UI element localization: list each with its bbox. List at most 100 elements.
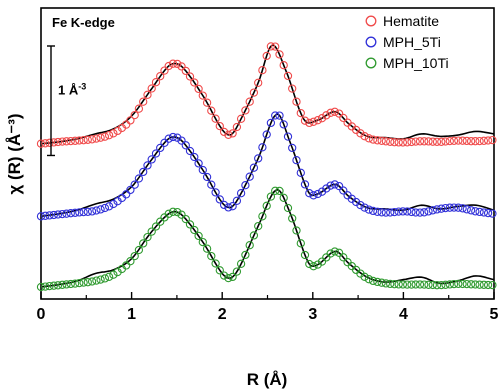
data-point xyxy=(390,138,399,147)
data-point xyxy=(185,72,195,81)
data-point xyxy=(313,116,322,125)
data-point xyxy=(462,279,471,289)
scale-bar-label: 1 Å-3 xyxy=(58,82,86,98)
data-point xyxy=(134,104,144,113)
data-point xyxy=(49,138,58,147)
series-mph_10ti xyxy=(36,186,497,292)
data-point xyxy=(177,210,186,219)
data-point xyxy=(92,134,101,143)
data-point xyxy=(364,134,374,143)
legend-marker xyxy=(365,57,377,69)
data-point xyxy=(66,136,75,146)
data-point xyxy=(275,111,284,120)
data-point xyxy=(266,42,276,51)
data-point xyxy=(403,138,412,147)
data-point xyxy=(373,277,382,287)
fit-line-mph_5ti xyxy=(40,113,495,218)
data-point xyxy=(100,132,110,141)
data-point xyxy=(458,279,467,289)
data-point xyxy=(156,72,165,81)
data-point xyxy=(211,188,220,197)
data-point xyxy=(271,42,280,51)
data-point xyxy=(356,129,365,138)
data-point xyxy=(122,120,131,129)
data-point xyxy=(190,152,199,162)
data-point xyxy=(283,203,293,213)
data-point xyxy=(445,280,454,289)
data-point xyxy=(134,174,144,183)
y-axis-label: χ (R) (Å⁻³) xyxy=(5,113,24,194)
data-point xyxy=(275,186,284,196)
data-point xyxy=(411,137,420,146)
data-point xyxy=(483,208,493,218)
data-point xyxy=(322,184,331,193)
data-point xyxy=(271,186,280,195)
data-point xyxy=(445,203,454,212)
data-point xyxy=(79,136,88,145)
data-point xyxy=(432,205,442,214)
data-point xyxy=(181,66,190,76)
data-point xyxy=(79,207,88,217)
data-point xyxy=(488,135,497,145)
data-point xyxy=(143,90,152,99)
data-point xyxy=(449,203,459,212)
x-axis: 0 1 2 3 4 5 xyxy=(37,292,498,323)
data-point xyxy=(224,203,233,212)
data-point xyxy=(360,132,369,141)
data-point xyxy=(449,279,459,289)
data-point xyxy=(394,280,403,289)
data-point xyxy=(411,208,420,217)
data-point xyxy=(258,143,267,152)
data-point xyxy=(236,259,246,268)
data-point xyxy=(139,167,148,177)
data-point xyxy=(164,209,173,218)
data-point xyxy=(420,137,429,146)
data-point xyxy=(479,136,489,145)
data-point xyxy=(330,107,339,116)
data-point xyxy=(466,137,476,146)
data-point xyxy=(292,156,301,165)
data-point xyxy=(407,137,416,147)
data-point xyxy=(292,226,301,235)
data-point xyxy=(462,205,471,214)
data-point xyxy=(368,135,378,144)
data-point xyxy=(398,207,408,216)
data-point xyxy=(454,136,463,145)
data-point xyxy=(139,239,148,248)
fit-line-mph_10ti xyxy=(40,188,495,288)
data-point xyxy=(104,272,114,281)
data-point xyxy=(130,110,139,120)
legend-label: MPH_5Ti xyxy=(383,34,441,50)
x-tick-label: 0 xyxy=(37,306,46,323)
data-point xyxy=(334,109,344,118)
data-point xyxy=(168,132,178,142)
data-point xyxy=(381,208,391,217)
data-point xyxy=(236,189,246,198)
data-point xyxy=(62,137,71,146)
data-point xyxy=(249,163,259,172)
data-point xyxy=(100,274,110,283)
data-point xyxy=(334,248,344,257)
data-point xyxy=(420,208,429,217)
data-point xyxy=(151,149,161,158)
data-point xyxy=(292,97,301,106)
data-point xyxy=(79,278,88,287)
data-point xyxy=(262,201,271,210)
data-point xyxy=(232,196,242,205)
data-point xyxy=(483,280,493,290)
data-point xyxy=(283,71,293,81)
data-point xyxy=(471,207,480,216)
data-point xyxy=(407,280,416,289)
data-point xyxy=(181,214,190,224)
data-point xyxy=(488,280,497,290)
data-point xyxy=(126,257,135,266)
data-point xyxy=(283,132,293,141)
data-point xyxy=(445,136,454,146)
data-point xyxy=(326,108,335,117)
data-point xyxy=(317,257,327,266)
data-point xyxy=(411,280,420,289)
data-point xyxy=(228,129,237,138)
data-point xyxy=(219,271,229,280)
data-point xyxy=(207,106,216,115)
